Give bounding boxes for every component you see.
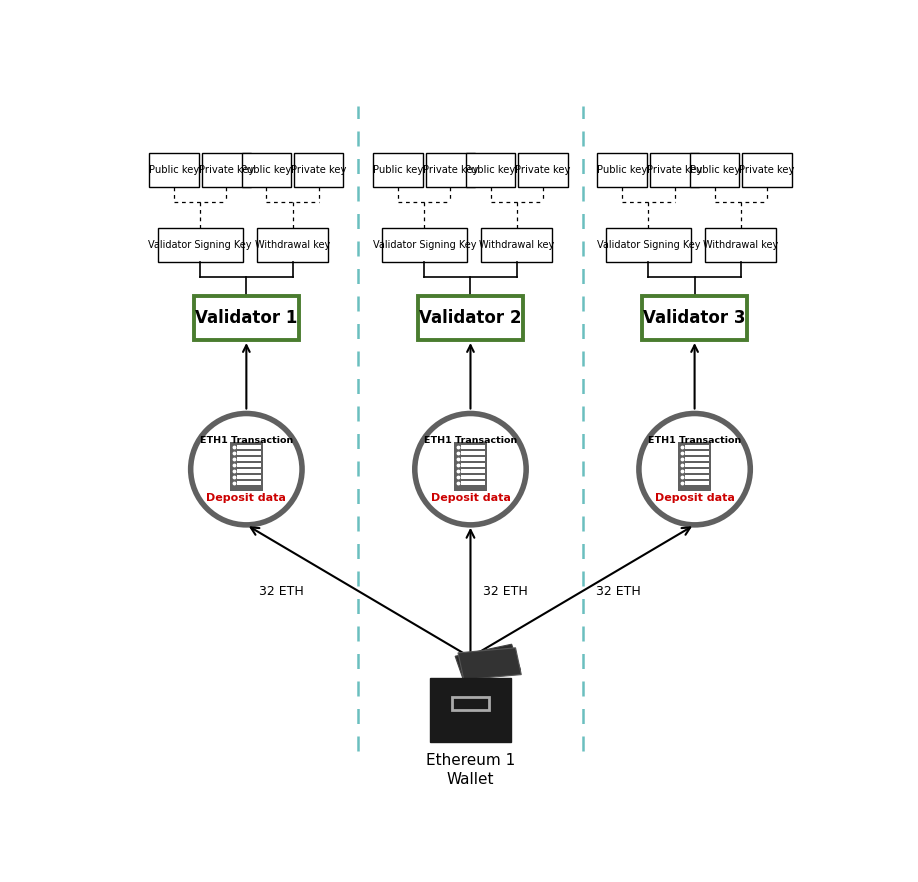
Bar xyxy=(430,678,511,743)
Bar xyxy=(158,228,242,262)
Text: Private key: Private key xyxy=(739,165,795,176)
Text: 32 ETH: 32 ETH xyxy=(483,585,528,598)
Bar xyxy=(742,153,791,187)
Bar xyxy=(374,153,423,187)
Bar xyxy=(150,153,199,187)
Text: ETH1 Transaction: ETH1 Transaction xyxy=(424,436,517,445)
Bar xyxy=(418,296,523,340)
Bar xyxy=(606,228,691,262)
Text: Deposit data: Deposit data xyxy=(431,493,510,503)
Bar xyxy=(685,475,709,480)
Text: Private key: Private key xyxy=(515,165,570,176)
Bar xyxy=(685,482,709,485)
Bar xyxy=(598,153,647,187)
Text: Public key: Public key xyxy=(689,165,740,176)
Bar xyxy=(685,457,709,461)
Bar xyxy=(382,228,466,262)
Text: Withdrawal key: Withdrawal key xyxy=(479,240,554,250)
Polygon shape xyxy=(458,647,521,680)
Bar xyxy=(642,296,747,340)
Bar xyxy=(461,451,485,455)
Bar xyxy=(465,153,515,187)
Bar xyxy=(689,153,739,187)
Text: Validator Signing Key: Validator Signing Key xyxy=(149,240,252,250)
Text: ETH1 Transaction: ETH1 Transaction xyxy=(200,436,293,445)
Text: Public key: Public key xyxy=(241,165,292,176)
Bar xyxy=(241,153,291,187)
Bar xyxy=(461,482,485,485)
Bar xyxy=(237,475,261,480)
Bar xyxy=(426,153,476,187)
Bar xyxy=(518,153,567,187)
Bar xyxy=(461,469,485,474)
Bar xyxy=(237,482,261,485)
Bar xyxy=(461,445,485,449)
Text: Validator 3: Validator 3 xyxy=(644,309,745,327)
Bar xyxy=(685,451,709,455)
Bar xyxy=(237,469,261,474)
Text: 32 ETH: 32 ETH xyxy=(596,585,641,598)
Text: Private key: Private key xyxy=(198,165,254,176)
Text: 32 ETH: 32 ETH xyxy=(260,585,304,598)
Bar xyxy=(257,228,329,262)
Text: Private key: Private key xyxy=(291,165,346,176)
Bar xyxy=(294,153,343,187)
Bar xyxy=(481,228,553,262)
Bar xyxy=(685,469,709,474)
Text: Public key: Public key xyxy=(465,165,516,176)
Text: ETH1 Transaction: ETH1 Transaction xyxy=(648,436,741,445)
Text: Public key: Public key xyxy=(597,165,647,176)
Bar xyxy=(230,442,263,491)
Bar xyxy=(194,296,299,340)
Bar xyxy=(202,153,252,187)
Bar xyxy=(237,457,261,461)
Bar xyxy=(678,442,711,491)
Bar xyxy=(452,698,489,710)
Text: Private key: Private key xyxy=(647,165,702,176)
Polygon shape xyxy=(455,644,521,682)
Text: Withdrawal key: Withdrawal key xyxy=(703,240,778,250)
Bar xyxy=(454,442,487,491)
Text: Withdrawal key: Withdrawal key xyxy=(255,240,330,250)
Text: Ethereum 1
Wallet: Ethereum 1 Wallet xyxy=(426,752,515,788)
Text: Validator Signing Key: Validator Signing Key xyxy=(597,240,700,250)
Bar xyxy=(237,463,261,467)
Text: Validator Signing Key: Validator Signing Key xyxy=(373,240,476,250)
Text: Public key: Public key xyxy=(373,165,423,176)
Text: Public key: Public key xyxy=(149,165,199,176)
Bar xyxy=(237,445,261,449)
Text: Deposit data: Deposit data xyxy=(207,493,286,503)
Bar xyxy=(705,228,777,262)
Bar xyxy=(461,475,485,480)
Text: Deposit data: Deposit data xyxy=(655,493,734,503)
Bar xyxy=(461,463,485,467)
Text: Private key: Private key xyxy=(423,165,478,176)
Bar xyxy=(237,451,261,455)
Bar xyxy=(461,457,485,461)
Bar xyxy=(685,463,709,467)
Text: Validator 1: Validator 1 xyxy=(196,309,297,327)
Text: Validator 2: Validator 2 xyxy=(420,309,521,327)
Bar xyxy=(650,153,700,187)
Bar xyxy=(685,445,709,449)
